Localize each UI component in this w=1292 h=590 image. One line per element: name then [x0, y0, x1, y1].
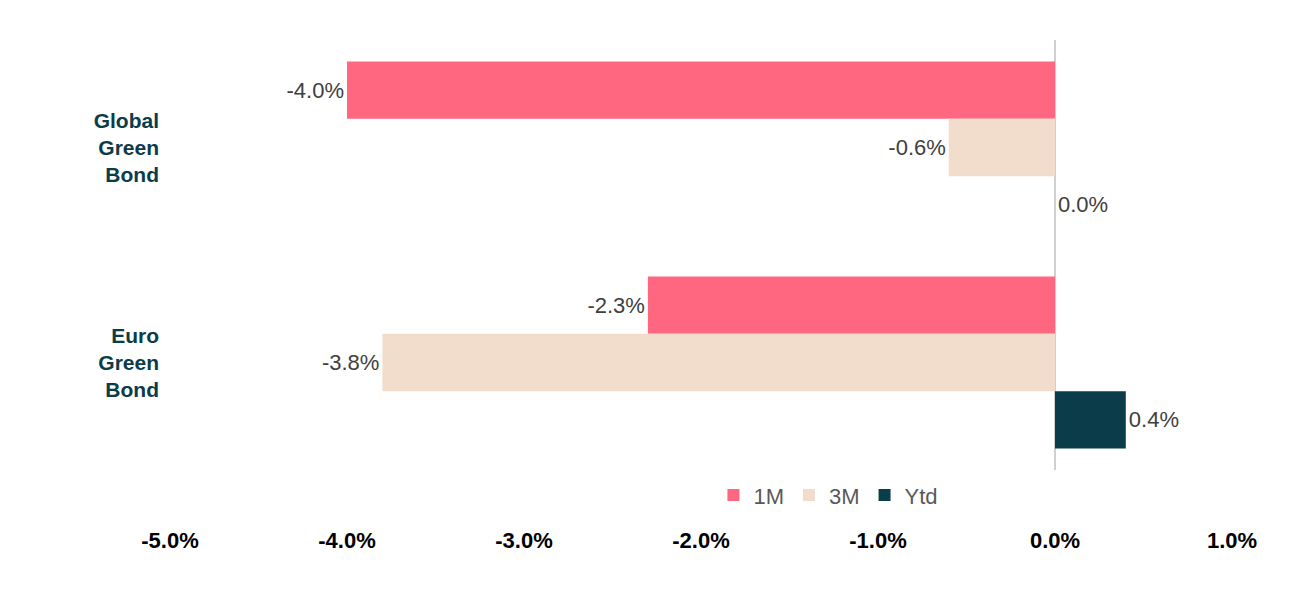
svg-text:0.0%: 0.0%: [1030, 528, 1080, 553]
svg-text:1M: 1M: [753, 484, 784, 509]
svg-text:-1.0%: -1.0%: [849, 528, 906, 553]
svg-text:GlobalGreenBond: GlobalGreenBond: [94, 109, 159, 187]
svg-text:3M: 3M: [829, 484, 860, 509]
svg-text:Ytd: Ytd: [905, 484, 938, 509]
svg-text:-4.0%: -4.0%: [287, 78, 344, 103]
svg-text:-0.6%: -0.6%: [888, 135, 945, 160]
svg-text:0.4%: 0.4%: [1129, 407, 1179, 432]
svg-text:-2.0%: -2.0%: [672, 528, 729, 553]
svg-text:-5.0%: -5.0%: [141, 528, 198, 553]
svg-text:-4.0%: -4.0%: [318, 528, 375, 553]
svg-text:0.0%: 0.0%: [1058, 192, 1108, 217]
svg-text:-3.0%: -3.0%: [495, 528, 552, 553]
svg-text:-3.8%: -3.8%: [322, 350, 379, 375]
svg-text:EuroGreenBond: EuroGreenBond: [98, 324, 159, 402]
svg-text:1.0%: 1.0%: [1207, 528, 1257, 553]
svg-text:-2.3%: -2.3%: [587, 293, 644, 318]
